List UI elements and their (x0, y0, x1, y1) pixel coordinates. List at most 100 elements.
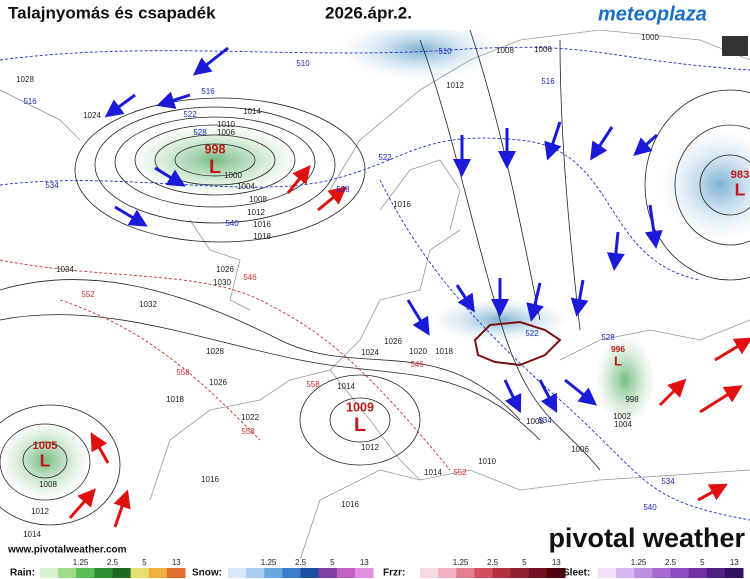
wind-arrow (455, 284, 475, 313)
wind-arrow (114, 205, 148, 227)
isobar-label: 1020 (409, 347, 427, 356)
wind-arrow (633, 133, 658, 156)
wind-arrow (606, 231, 625, 271)
isobar-label: 1028 (16, 75, 34, 84)
thickness-label: 528 (601, 333, 615, 342)
isobar-label: 1006 (571, 445, 589, 454)
legend-tick: 5 (330, 558, 335, 567)
legend-swatch (456, 568, 475, 578)
isobar-label: 998 (625, 395, 639, 404)
thickness-label: 510 (296, 59, 310, 68)
wind-arrow (697, 483, 728, 502)
low-symbol: L (614, 353, 622, 368)
legend-swatch (616, 568, 635, 578)
legend-label: Frzr: (383, 568, 405, 579)
isobar-label: 1004 (237, 182, 255, 191)
isobar-label: 1016 (253, 220, 271, 229)
legend-tick: 2.5 (487, 558, 499, 567)
legend-tick: 5 (522, 558, 527, 567)
isobar-label: 1000 (224, 171, 242, 180)
legend-swatch (112, 568, 132, 578)
isobar-label: 1012 (31, 507, 49, 516)
legend-tick: 1.25 (261, 558, 277, 567)
thickness-label: 528 (193, 128, 207, 137)
legend-swatch (130, 568, 150, 578)
legend-swatch (474, 568, 493, 578)
low-pressure: 983 (731, 169, 750, 181)
legend-tick: 5 (142, 558, 147, 567)
legend: Rain: 1.25 2.5 5 13 Snow: 1.25 2.5 5 13 Frzr: 1.25 2… (10, 558, 744, 579)
isobar-label: 1010 (478, 457, 496, 466)
isobar-label: 1034 (56, 265, 74, 274)
isobar-label: 1010 (217, 120, 235, 129)
isobar-label: 1004 (614, 420, 632, 429)
low-pressure: 1005 (33, 440, 58, 452)
legend-swatch (76, 568, 95, 578)
legend-tick: 13 (730, 558, 739, 567)
isobars (0, 29, 750, 526)
share-button[interactable] (722, 36, 748, 56)
wind-arrow (503, 379, 522, 414)
logo: meteoplaza (598, 3, 707, 25)
legend-swatch (336, 568, 356, 578)
date: 2026.ápr.2. (325, 3, 412, 22)
isobar-label: 1008 (39, 480, 57, 489)
isobar-label: 1008 (526, 417, 544, 426)
isobar-label: 1032 (139, 300, 157, 309)
isobar-label: 1014 (23, 530, 41, 539)
legend-swatch (264, 568, 283, 578)
legend-swatch (354, 568, 374, 578)
thickness-label: 534 (45, 181, 59, 190)
isobar-label: 1024 (83, 111, 101, 120)
wind-arrow (570, 279, 589, 317)
isobar-label: 1014 (243, 107, 261, 116)
wind-arrow (90, 432, 110, 464)
land (0, 29, 750, 561)
legend-label: Rain: (10, 568, 35, 579)
isobar-label: 1014 (337, 382, 355, 391)
isobar-label: 1028 (206, 347, 224, 356)
legend-swatch (706, 568, 726, 578)
low-symbol: L (40, 451, 51, 471)
legend-swatch (282, 568, 301, 578)
low-symbol: L (209, 156, 221, 178)
thickness-label: 528 (336, 185, 350, 194)
thickness-label: 516 (23, 97, 37, 106)
title: Talajnyomás és csapadék (8, 3, 216, 22)
thickness-label: 522 (183, 110, 197, 119)
wind-arrow (286, 165, 311, 194)
legend-swatch (670, 568, 690, 578)
legend-tick: 1.25 (631, 558, 647, 567)
legend-label: Snow: (192, 568, 222, 579)
legend-swatch (528, 568, 548, 578)
isobar-label: 1016 (341, 500, 359, 509)
thickness-label: 546 (243, 273, 257, 282)
legend-swatch (510, 568, 530, 578)
low-pressure: 996 (611, 344, 625, 354)
legend-tick: 13 (172, 558, 181, 567)
legend-swatch (94, 568, 113, 578)
brand: pivotal weather (548, 523, 745, 553)
legend-tick: 1.25 (453, 558, 469, 567)
legend-tick: 5 (700, 558, 705, 567)
thickness-label: 558 (176, 368, 190, 377)
low-symbol: L (354, 414, 366, 436)
isobar-label: 1008 (496, 46, 514, 55)
legend-swatch (58, 568, 77, 578)
isobar-label: 1016 (393, 200, 411, 209)
isobar-label: 1006 (217, 128, 235, 137)
legend-tick: 1.25 (73, 558, 89, 567)
isobar-label: 1012 (247, 208, 265, 217)
isobar-label: 1012 (446, 81, 464, 90)
arrows (68, 46, 750, 528)
wind-arrow (192, 46, 229, 76)
legend-swatch (652, 568, 671, 578)
isobar-label: 1026 (209, 378, 227, 387)
wind-arrow (538, 379, 558, 413)
thickness-label: 522 (378, 153, 392, 162)
isobar-label: 1022 (241, 413, 259, 422)
isobar-label: 1006 (534, 45, 552, 54)
wind-arrow (154, 166, 186, 187)
